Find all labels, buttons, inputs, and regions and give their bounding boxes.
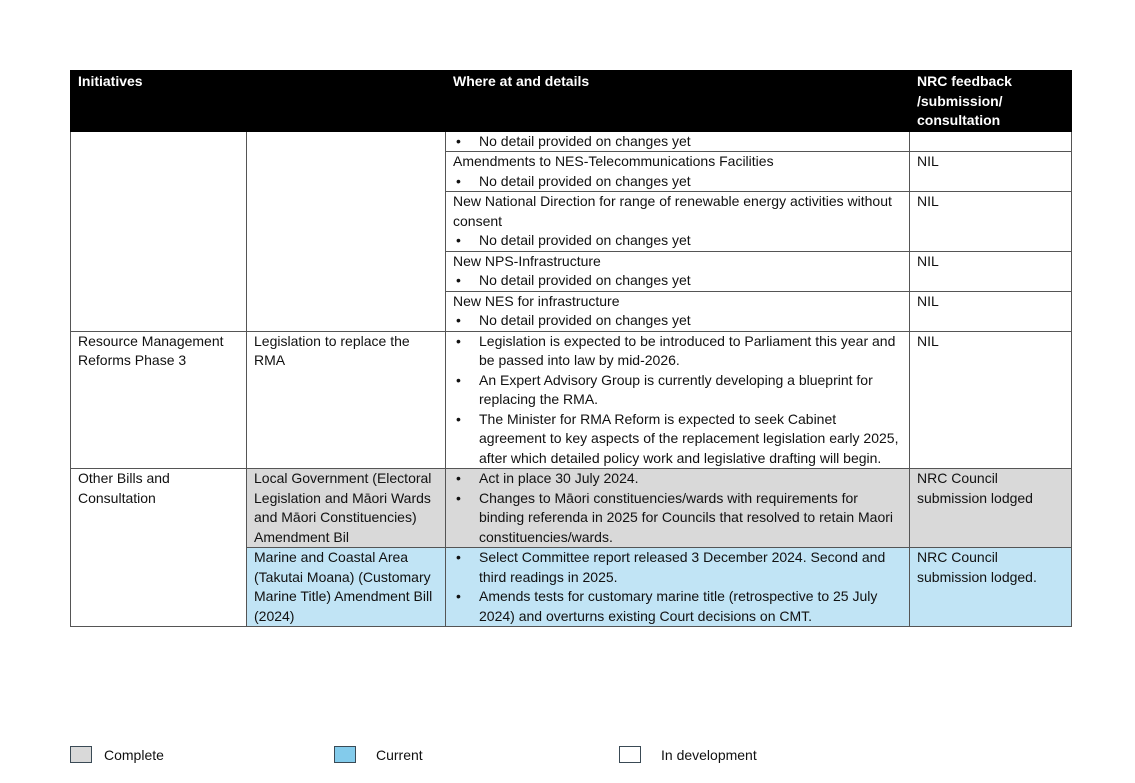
legend-complete: Complete <box>70 746 164 763</box>
item-title: New National Direction for range of rene… <box>453 193 892 229</box>
feedback-cell: NIL <box>909 290 1072 332</box>
feedback-cell: NIL <box>909 250 1072 292</box>
swatch-current <box>334 746 356 763</box>
table-row-rma: Resource Management Reforms Phase 3 Legi… <box>70 330 1072 469</box>
empty-cell <box>246 130 446 332</box>
feedback-cell: NRC Council submission lodged. <box>909 547 1072 627</box>
header-row: Initiatives Where at and details NRC fee… <box>70 70 1072 132</box>
header-feedback: NRC feedback /submission/ consultation <box>909 70 1072 132</box>
group-cell: Resource Management Reforms Phase 3 <box>70 330 247 469</box>
table-row-local-government: Other Bills and Consultation Local Gover… <box>70 468 1072 627</box>
details-cell: Act in place 30 July 2024. Changes to Mā… <box>445 468 910 548</box>
bullet: No detail provided on changes yet <box>453 132 902 152</box>
feedback-cell: NIL <box>909 330 1072 469</box>
legend-current: Current <box>334 746 423 763</box>
bullet: Changes to Māori constituencies/wards wi… <box>453 489 902 548</box>
item-title: New NPS-Infrastructure <box>453 252 601 269</box>
bullet: No detail provided on changes yet <box>453 311 902 331</box>
bullet: Select Committee report released 3 Decem… <box>453 548 902 587</box>
empty-cell <box>70 130 247 332</box>
legend-label: In development <box>661 746 757 763</box>
initiative-cell: Local Government (Electoral Legislation … <box>246 468 446 548</box>
bullet: Act in place 30 July 2024. <box>453 469 902 489</box>
header-initiatives: Initiatives <box>70 70 446 132</box>
item-title: Amendments to NES-Telecommunications Fac… <box>453 153 774 169</box>
details-cell: New National Direction for range of rene… <box>445 191 910 252</box>
details-cell: Select Committee report released 3 Decem… <box>445 547 910 627</box>
table-row: No detail provided on changes yet <box>70 130 1072 332</box>
bullet: The Minister for RMA Reform is expected … <box>453 410 902 469</box>
swatch-in-development <box>619 746 641 763</box>
bullet: Legislation is expected to be introduced… <box>453 332 902 371</box>
bullet: No detail provided on changes yet <box>453 172 902 192</box>
bullet: No detail provided on changes yet <box>453 231 902 251</box>
initiative-cell: Legislation to replace the RMA <box>246 330 446 469</box>
table-row-marine: Marine and Coastal Area (Takutai Moana) … <box>71 547 1072 627</box>
initiatives-table: Initiatives Where at and details NRC fee… <box>70 70 1072 627</box>
item-title: New NES for infrastructure <box>453 292 620 309</box>
feedback-cell: NIL <box>909 151 1072 192</box>
feedback-cell <box>909 130 1072 152</box>
swatch-complete <box>70 746 92 763</box>
initiative-cell: Marine and Coastal Area (Takutai Moana) … <box>246 547 446 627</box>
legend-label: Current <box>376 746 423 763</box>
header-where: Where at and details <box>445 70 910 132</box>
feedback-cell: NRC Council submission lodged <box>909 468 1072 548</box>
legend-in-development: In development <box>619 746 757 763</box>
legend-label: Complete <box>104 746 164 763</box>
details-cell: No detail provided on changes yet <box>445 130 910 152</box>
details-cell: New NES for infrastructure No detail prov… <box>445 290 910 332</box>
bullet: No detail provided on changes yet <box>453 271 902 291</box>
group-cell: Other Bills and Consultation <box>70 468 247 627</box>
feedback-cell: NIL <box>909 191 1072 252</box>
bullet: An Expert Advisory Group is currently de… <box>453 371 902 410</box>
details-cell: Legislation is expected to be introduced… <box>445 330 910 469</box>
table-row: Amendments to NES-Telecommunications Fac… <box>71 151 1072 192</box>
details-cell: Amendments to NES-Telecommunications Fac… <box>445 151 910 192</box>
table-row: New NES for infrastructure No detail prov… <box>71 290 1072 332</box>
bullet: Amends tests for customary marine title … <box>453 587 902 626</box>
details-cell: New NPS-Infrastructure No detail provided… <box>445 250 910 292</box>
